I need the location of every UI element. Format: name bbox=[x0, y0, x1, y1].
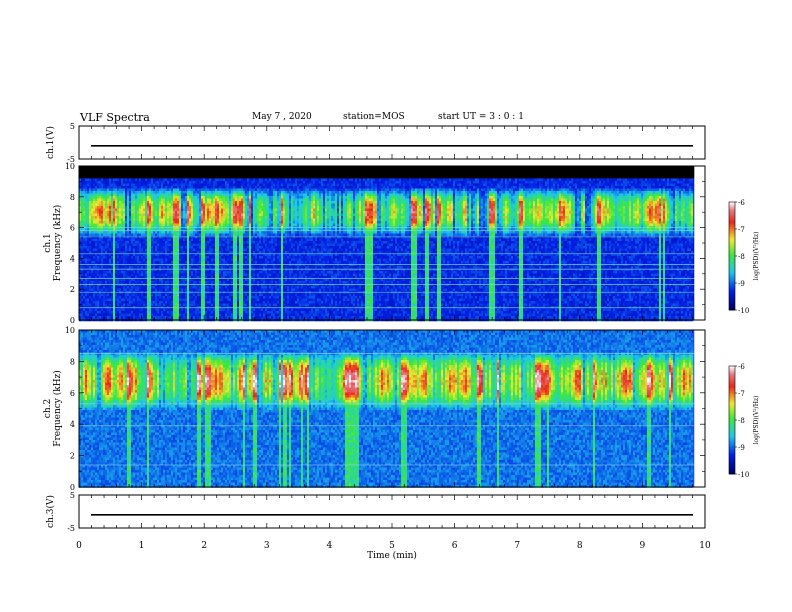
colorbar-tick-label: -7 bbox=[738, 390, 745, 398]
x-tick-label: 4 bbox=[327, 541, 333, 551]
x-tick-label: 8 bbox=[577, 541, 583, 551]
spectrogram-empty-area bbox=[694, 330, 705, 487]
x-tick-label: 10 bbox=[699, 541, 711, 551]
ch1-spectrogram-tick-label: 8 bbox=[70, 193, 75, 202]
ch1-spectrogram-ylabel-line: ch.1 bbox=[43, 233, 53, 252]
ch2-spectrogram-ylabel: ch.2 Frequency (kHz) bbox=[43, 370, 63, 447]
ch2-spectrogram-tick-label: 2 bbox=[70, 452, 75, 461]
ch1-waveform-ylabel-line: ch.1(V) bbox=[45, 126, 56, 159]
colorbar-tick-label: -8 bbox=[738, 417, 745, 425]
x-tick-label: 5 bbox=[389, 541, 395, 551]
x-tick-label: 1 bbox=[139, 541, 145, 551]
ch2-spectrogram-tick-label: 4 bbox=[70, 420, 75, 429]
spectrogram-black-band bbox=[79, 166, 695, 179]
ch3-waveform-tick-label: 5 bbox=[70, 491, 75, 500]
panel-frames bbox=[78, 125, 706, 529]
ch1-spectrogram-tick-label: 6 bbox=[70, 224, 75, 233]
ch3-waveform-ylabel-line: ch.3(V) bbox=[45, 495, 56, 528]
x-tick-label: 2 bbox=[201, 541, 207, 551]
colorbar-tick-label: -8 bbox=[738, 253, 745, 261]
ch1-spectrogram-tick-label: 10 bbox=[65, 162, 75, 171]
ch3-waveform-tick-label: -5 bbox=[67, 524, 75, 533]
ch2-spectrogram-ylabel-line: ch.2 bbox=[43, 399, 53, 418]
ch3-waveform-ylabel: ch.3(V) bbox=[45, 495, 56, 528]
colorbar-tick-label: -7 bbox=[738, 226, 745, 234]
ch1-spectrogram-ylabel-line: Frequency (kHz) bbox=[52, 205, 63, 282]
colorbar-tick-label: -9 bbox=[738, 280, 745, 288]
ch1-waveform-tick-label: -5 bbox=[67, 155, 75, 164]
colorbar-label-text: log(PSD)(V²/Hz) bbox=[753, 232, 760, 281]
x-tick-label: 6 bbox=[452, 541, 458, 551]
x-axis-label: Time (min) bbox=[367, 550, 417, 561]
station-label: station=MOS bbox=[343, 112, 405, 122]
ch1-spectrogram-image bbox=[79, 166, 705, 322]
waveform-lines bbox=[91, 145, 693, 516]
ch2-spectrogram-tick-label: 8 bbox=[70, 357, 75, 366]
ch1-spectrogram-tick-label: 0 bbox=[70, 316, 75, 325]
ch2-spectrogram-tick-label: 10 bbox=[65, 326, 75, 335]
chart-title: VLF Spectra bbox=[80, 111, 150, 124]
colorbar-tick-label: -6 bbox=[738, 199, 745, 207]
colorbar-tick-label: -10 bbox=[738, 307, 749, 315]
colorbar-label-2: log(PSD)(V²/Hz) bbox=[753, 396, 760, 445]
colorbar-tick-label: -9 bbox=[738, 444, 745, 452]
x-tick-label: 9 bbox=[640, 541, 646, 551]
ch1-waveform-tick-label: 5 bbox=[70, 122, 75, 131]
start-ut-label: start UT = 3 : 0 : 1 bbox=[438, 112, 524, 122]
ch2-spectrogram-tick-label: 0 bbox=[70, 483, 75, 492]
spectrogram-empty-area bbox=[694, 166, 705, 320]
colorbar-label-text: log(PSD)(V²/Hz) bbox=[753, 396, 760, 445]
ch1-spectrogram-tick-label: 4 bbox=[70, 254, 75, 263]
colorbar-label-1: log(PSD)(V²/Hz) bbox=[753, 232, 760, 281]
colorbar-tick-label: -10 bbox=[738, 471, 749, 479]
colorbars bbox=[728, 201, 737, 475]
ch1-waveform-ylabel: ch.1(V) bbox=[45, 126, 56, 159]
colorbar-tick-label: -6 bbox=[738, 363, 745, 371]
ch1-spectrogram-tick-label: 2 bbox=[70, 285, 75, 294]
ch2-spectrogram-tick-label: 6 bbox=[70, 389, 75, 398]
x-tick-label: 0 bbox=[76, 541, 82, 551]
x-tick-label: 3 bbox=[264, 541, 270, 551]
ch2-spectrogram-image bbox=[79, 330, 705, 488]
ch1-spectrogram-ylabel: ch.1 Frequency (kHz) bbox=[43, 205, 63, 282]
date-label: May 7 , 2020 bbox=[252, 112, 312, 122]
ch2-spectrogram-ylabel-line: Frequency (kHz) bbox=[52, 370, 63, 447]
x-tick-label: 7 bbox=[514, 541, 520, 551]
